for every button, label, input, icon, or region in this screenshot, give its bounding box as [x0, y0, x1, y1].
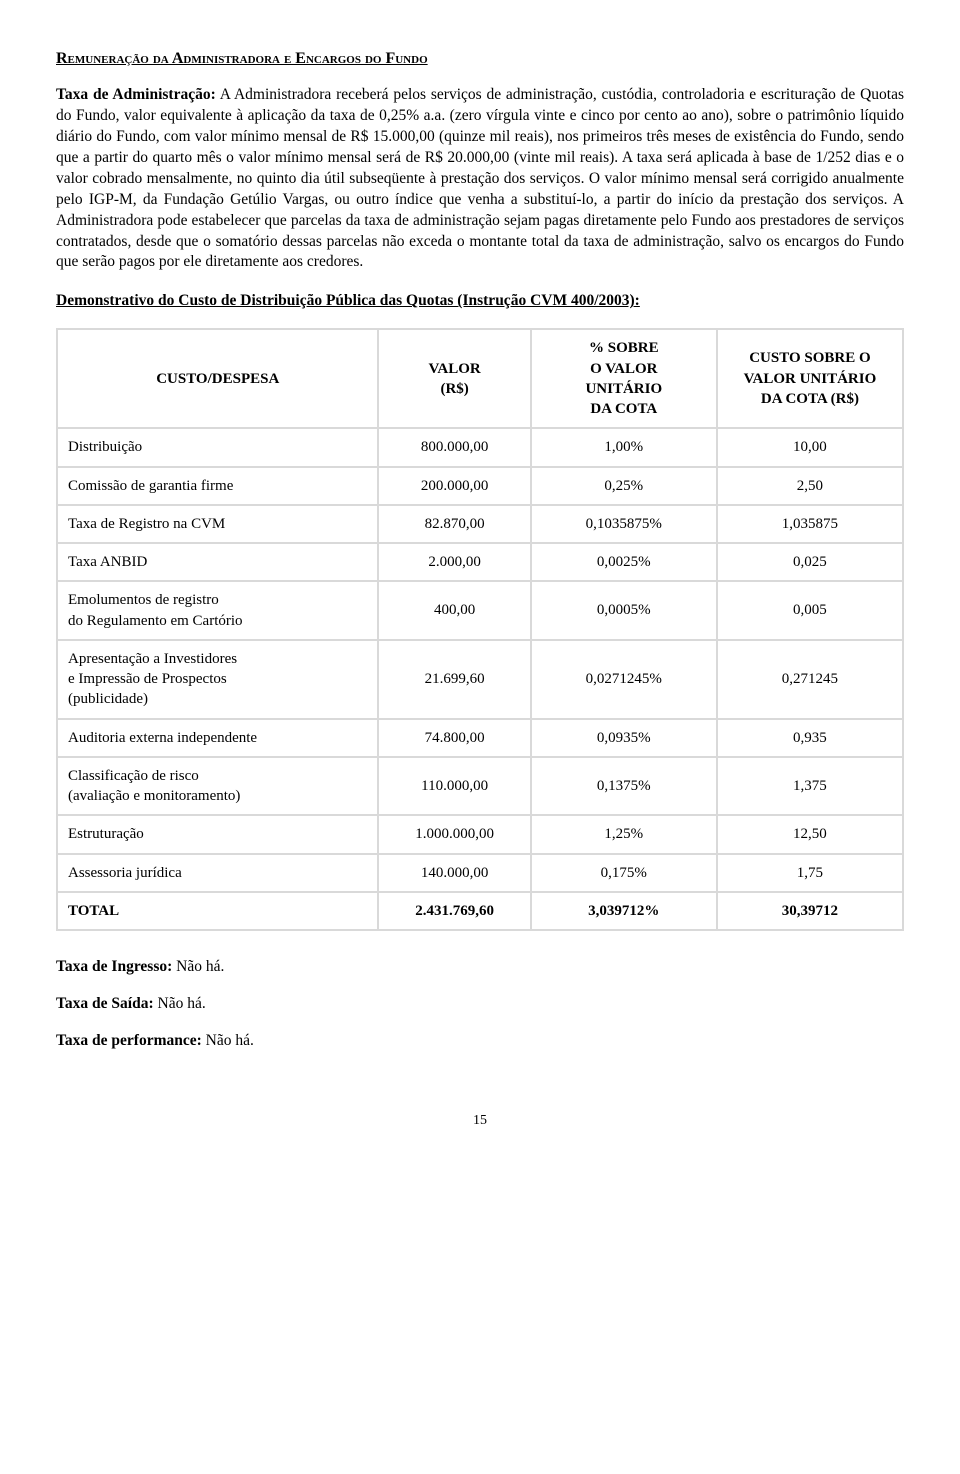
- taxa-ingresso-value: Não há.: [172, 958, 224, 975]
- taxa-saida-label: Taxa de Saída:: [56, 995, 154, 1012]
- cell-label: Distribuição: [57, 428, 378, 466]
- page-number: 15: [56, 1112, 904, 1131]
- cell-unit: 2,50: [717, 467, 903, 505]
- cell-unit: 0,005: [717, 581, 903, 640]
- cell-unit: 1,375: [717, 757, 903, 816]
- cell-label: Classificação de risco(avaliação e monit…: [57, 757, 378, 816]
- cell-label: Estruturação: [57, 815, 378, 853]
- cell-unit: 12,50: [717, 815, 903, 853]
- taxa-ingresso-label: Taxa de Ingresso:: [56, 958, 172, 975]
- cell-total-value: 2.431.769,60: [378, 892, 530, 930]
- table-total-row: TOTAL2.431.769,603,039712%30,39712: [57, 892, 903, 930]
- cell-pct: 0,1035875%: [531, 505, 717, 543]
- table-row: Taxa de Registro na CVM82.870,000,103587…: [57, 505, 903, 543]
- cell-total-pct: 3,039712%: [531, 892, 717, 930]
- body-paragraph: Taxa de Administração: A Administradora …: [56, 85, 904, 273]
- cell-label: Assessoria jurídica: [57, 854, 378, 892]
- footer-lines: Taxa de Ingresso: Não há. Taxa de Saída:…: [56, 957, 904, 1052]
- cell-unit: 0,271245: [717, 640, 903, 719]
- cell-pct: 0,0935%: [531, 719, 717, 757]
- cell-pct: 0,1375%: [531, 757, 717, 816]
- table-row: Distribuição800.000,001,00%10,00: [57, 428, 903, 466]
- cell-value: 21.699,60: [378, 640, 530, 719]
- cell-label: Comissão de garantia firme: [57, 467, 378, 505]
- section-title: Remuneração da Administradora e Encargos…: [56, 48, 904, 70]
- taxa-performance-label: Taxa de performance:: [56, 1032, 202, 1049]
- cell-value: 82.870,00: [378, 505, 530, 543]
- table-row: Taxa ANBID2.000,000,0025%0,025: [57, 543, 903, 581]
- cell-value: 200.000,00: [378, 467, 530, 505]
- cell-label: Emolumentos de registrodo Regulamento em…: [57, 581, 378, 640]
- cell-pct: 0,0271245%: [531, 640, 717, 719]
- table-row: Comissão de garantia firme200.000,000,25…: [57, 467, 903, 505]
- cell-value: 2.000,00: [378, 543, 530, 581]
- cell-unit: 0,935: [717, 719, 903, 757]
- body-rest: A Administradora receberá pelos serviços…: [56, 86, 904, 270]
- cell-value: 140.000,00: [378, 854, 530, 892]
- cell-total-label: TOTAL: [57, 892, 378, 930]
- table-row: Classificação de risco(avaliação e monit…: [57, 757, 903, 816]
- cell-pct: 1,00%: [531, 428, 717, 466]
- cell-pct: 0,175%: [531, 854, 717, 892]
- cell-unit: 0,025: [717, 543, 903, 581]
- th-valor: VALOR(R$): [378, 329, 530, 428]
- th-pct: % SOBREO VALORUNITÁRIODA COTA: [531, 329, 717, 428]
- table-row: Emolumentos de registrodo Regulamento em…: [57, 581, 903, 640]
- cell-pct: 0,0005%: [531, 581, 717, 640]
- demo-title: Demonstrativo do Custo de Distribuição P…: [56, 291, 904, 312]
- cell-pct: 1,25%: [531, 815, 717, 853]
- table-body: Distribuição800.000,001,00%10,00Comissão…: [57, 428, 903, 930]
- table-row: Apresentação a Investidorese Impressão d…: [57, 640, 903, 719]
- table-row: Estruturação1.000.000,001,25%12,50: [57, 815, 903, 853]
- cell-pct: 0,25%: [531, 467, 717, 505]
- th-custo: CUSTO/DESPESA: [57, 329, 378, 428]
- cell-value: 1.000.000,00: [378, 815, 530, 853]
- cell-value: 400,00: [378, 581, 530, 640]
- cell-label: Taxa de Registro na CVM: [57, 505, 378, 543]
- table-header-row: CUSTO/DESPESA VALOR(R$) % SOBREO VALORUN…: [57, 329, 903, 428]
- taxa-saida-value: Não há.: [154, 995, 206, 1012]
- table-row: Assessoria jurídica140.000,000,175%1,75: [57, 854, 903, 892]
- cell-unit: 10,00: [717, 428, 903, 466]
- cell-value: 800.000,00: [378, 428, 530, 466]
- taxa-performance-value: Não há.: [202, 1032, 254, 1049]
- th-unit: CUSTO SOBRE OVALOR UNITÁRIODA COTA (R$): [717, 329, 903, 428]
- table-row: Auditoria externa independente74.800,000…: [57, 719, 903, 757]
- cell-total-unit: 30,39712: [717, 892, 903, 930]
- cell-label: Apresentação a Investidorese Impressão d…: [57, 640, 378, 719]
- cell-value: 110.000,00: [378, 757, 530, 816]
- cell-unit: 1,035875: [717, 505, 903, 543]
- cell-unit: 1,75: [717, 854, 903, 892]
- cell-label: Taxa ANBID: [57, 543, 378, 581]
- cell-pct: 0,0025%: [531, 543, 717, 581]
- lead-bold: Taxa de Administração:: [56, 86, 216, 103]
- cell-value: 74.800,00: [378, 719, 530, 757]
- cost-table: CUSTO/DESPESA VALOR(R$) % SOBREO VALORUN…: [56, 328, 904, 931]
- cell-label: Auditoria externa independente: [57, 719, 378, 757]
